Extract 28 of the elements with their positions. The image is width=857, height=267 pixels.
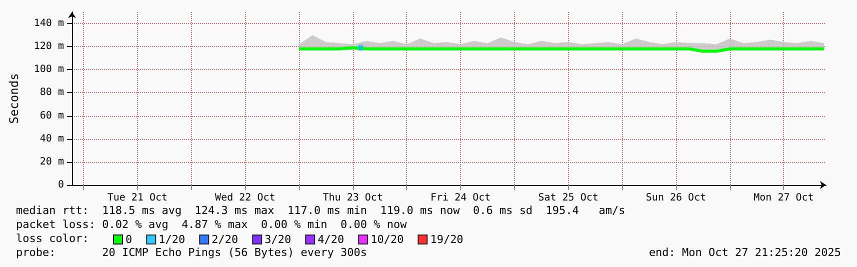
y-axis-title: Seconds: [7, 73, 21, 124]
y-tick-label: 60 m: [40, 110, 64, 122]
text: end: Mon Oct 27 21:25:20 2025: [648, 246, 841, 259]
y-tick-label: 80 m: [40, 87, 64, 98]
y-tick-label: 100 m: [34, 64, 64, 76]
text: probe: 20 ICMP Echo Pings (56 Bytes) every 300s: [16, 246, 367, 259]
legend-label: 1/20: [158, 233, 186, 246]
text: packet loss: 0.02 % avg 4.87 % max 0.00 % min 0.00 % now: [16, 218, 407, 231]
x-tick-label: Tue 21 Oct: [107, 192, 168, 204]
y-tick-label: 20 m: [40, 156, 64, 168]
legend-label: 2/20: [212, 233, 238, 246]
x-tick-label: Mon 27 Oct: [754, 192, 814, 204]
x-tick-label: Sun 26 Oct: [646, 192, 706, 204]
y-tick-label: 0: [58, 180, 64, 190]
y-tick-label: 40 m: [40, 133, 64, 144]
x-tick-label: Sat 25 Oct: [538, 192, 598, 204]
legend-label: 10/20: [370, 233, 404, 246]
y-tick-label: 120 m: [34, 41, 64, 52]
x-tick-label: Fri 24 Oct: [430, 192, 491, 204]
x-tick-label: Wed 22 Oct: [215, 192, 276, 204]
legend-label: 4/20: [318, 233, 344, 246]
y-tick-label: 140 m: [34, 18, 64, 30]
legend-title: loss color:: [16, 232, 89, 245]
legend-label: 3/20: [264, 233, 292, 246]
legend-label: 19/20: [430, 233, 464, 246]
text: median rtt: 118.5 ms avg 124.3 ms max 117.0 ms min 119.0 ms now 0.6 ms sd 195.4 am/s: [16, 204, 626, 217]
x-tick-label: Thu 23 Oct: [322, 192, 383, 204]
legend-label: 0: [126, 233, 132, 246]
